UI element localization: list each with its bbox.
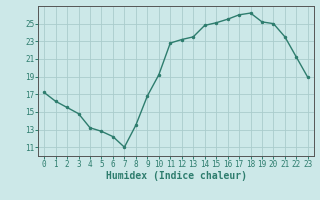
X-axis label: Humidex (Indice chaleur): Humidex (Indice chaleur) [106,171,246,181]
